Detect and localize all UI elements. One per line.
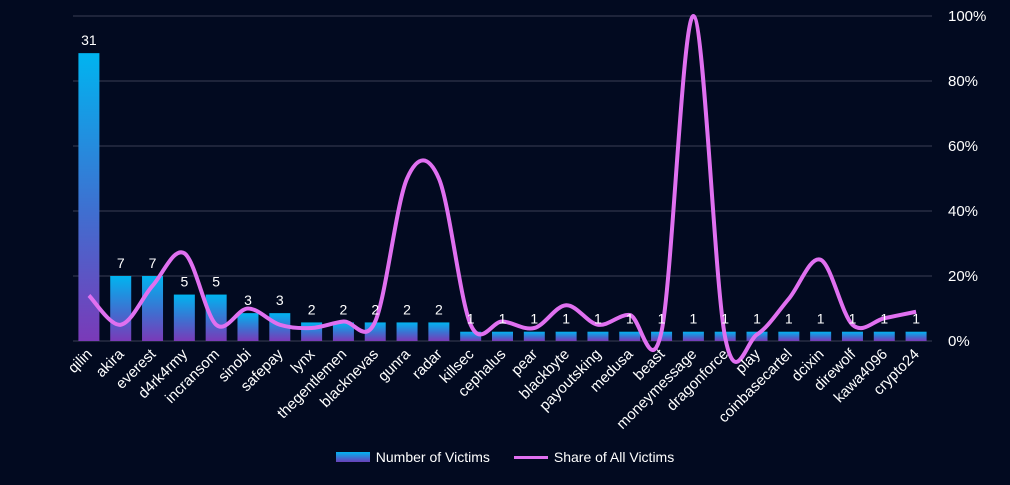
share-line [87, 13, 917, 364]
legend-swatch-line [513, 455, 548, 459]
bar [332, 322, 354, 341]
data-labels: 31 7 7 5 5 3 3 2 2 2 2 2 1 1 1 1 1 1 1 1 1 1 1 1 1 1 1 [81, 32, 920, 327]
data-label: 3 [244, 292, 252, 308]
bar [237, 313, 259, 341]
data-label: 31 [81, 32, 97, 48]
bar [492, 331, 513, 341]
y-tick-label: 100% [948, 8, 986, 25]
bar [460, 331, 482, 341]
bar [173, 294, 195, 341]
bar [523, 331, 545, 341]
bar [110, 276, 132, 341]
data-label: 1 [689, 311, 697, 327]
data-label: 1 [721, 311, 729, 327]
legend-swatch-bars [335, 452, 370, 462]
data-label: 1 [626, 311, 634, 327]
line-series [87, 13, 917, 364]
bar [587, 331, 609, 341]
data-label: 1 [785, 311, 793, 327]
data-label: 1 [530, 311, 538, 327]
legend: Number of Victims Share of All Victims [0, 449, 1010, 465]
data-label: 1 [658, 311, 666, 327]
bar [905, 331, 927, 341]
data-label: 2 [435, 301, 443, 317]
y-tick-label: 80% [948, 73, 978, 90]
y-right-axis: 0% 20% 40% 60% 80% 100% [948, 8, 986, 350]
data-label: 1 [594, 311, 602, 327]
bar [682, 331, 704, 341]
y-tick-label: 0% [948, 333, 970, 350]
data-label: 7 [117, 255, 125, 271]
bar [428, 322, 450, 341]
y-tick-label: 20% [948, 268, 978, 285]
bar [396, 322, 418, 341]
legend-item-bars[interactable]: Number of Victims [335, 449, 490, 465]
data-label: 1 [817, 311, 825, 327]
bar [205, 294, 227, 341]
bar [555, 331, 577, 341]
data-label: 1 [562, 311, 570, 327]
data-label: 1 [849, 311, 857, 327]
bar [841, 331, 863, 341]
bar [619, 331, 641, 341]
bar [810, 331, 832, 341]
x-tick-label: gunra [375, 345, 415, 385]
x-axis: qilinakiraeverestd4rk4rmyincransomsinobi… [65, 345, 923, 432]
data-label: 2 [403, 301, 411, 317]
legend-label-line: Share of All Victims [553, 449, 675, 465]
data-label: 1 [467, 311, 475, 327]
data-label: 1 [753, 311, 761, 327]
y-tick-label: 40% [948, 203, 978, 220]
bar [778, 331, 800, 341]
data-label: 5 [212, 274, 220, 290]
bar [78, 53, 100, 342]
data-label: 2 [340, 301, 348, 317]
data-label: 1 [912, 311, 920, 327]
y-tick-label: 60% [948, 138, 978, 155]
data-label: 2 [371, 301, 379, 317]
data-label: 1 [880, 311, 888, 327]
data-label: 3 [276, 292, 284, 308]
x-tick-label: qilin [65, 346, 96, 377]
data-label: 2 [308, 301, 316, 317]
bar [873, 331, 895, 341]
legend-label-bars: Number of Victims [375, 449, 490, 465]
data-label: 1 [499, 311, 507, 327]
legend-item-line[interactable]: Share of All Victims [513, 449, 675, 465]
data-label: 5 [180, 274, 188, 290]
data-label: 7 [149, 255, 157, 271]
